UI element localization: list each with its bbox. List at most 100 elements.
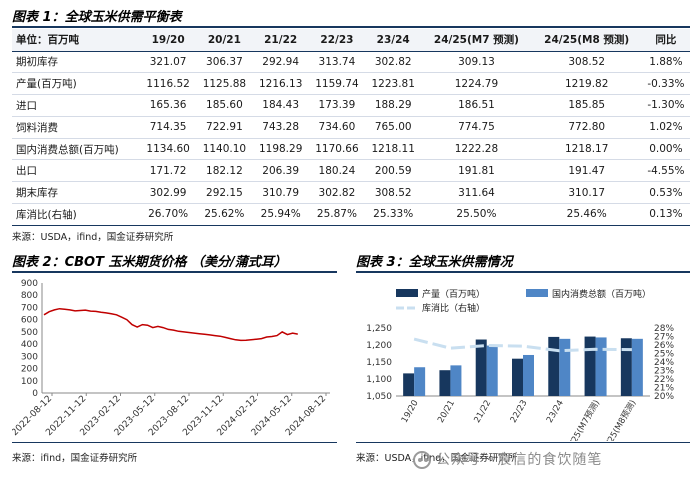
table-cell: 292.94 [252, 51, 309, 74]
table-cell: 1159.74 [308, 72, 366, 96]
table-cell: 772.80 [531, 116, 642, 139]
figure2-source: 来源：ifind，国金证券研究所 [12, 453, 138, 464]
legend-label-consumption: 国内消费总额（百万吨） [552, 288, 651, 300]
table-cell: 308.52 [365, 181, 422, 205]
table-header-cell: 19/20 [140, 29, 197, 52]
table-cell: 311.64 [421, 181, 532, 205]
bar-consumption [559, 338, 571, 396]
table-cell: 182.12 [196, 159, 253, 183]
table-cell: 191.81 [421, 159, 532, 183]
table-cell: -1.30% [641, 94, 690, 117]
y-tick-label: 0 [32, 389, 38, 399]
table-cell: 308.52 [531, 51, 642, 74]
table-cell: 743.28 [252, 116, 309, 139]
table-header-cell: 23/24 [365, 29, 422, 52]
y-tick-label: 1,250 [366, 324, 392, 334]
row-label: 进口 [12, 94, 140, 117]
y2-tick-label: 22% [654, 375, 674, 385]
table-header-cell: 20/21 [196, 29, 253, 52]
table1-title: 图表 1：全球玉米供需平衡表 [12, 10, 182, 25]
table-row: 饲料消费 714.35 722.91 743.28 734.60 765.00 774.75… [12, 116, 690, 139]
bar-consumption [631, 338, 643, 396]
table-cell: 1219.82 [531, 72, 642, 96]
y2-tick-label: 28% [654, 324, 674, 334]
table-cell: 25.50% [421, 203, 532, 226]
supply-demand-table: 单位：百万吨 19/20 20/21 21/22 22/23 23/24 24/25(M7 … [12, 29, 690, 226]
bar-production [403, 373, 415, 396]
price-line [43, 307, 298, 342]
table-cell: 1223.81 [365, 72, 422, 96]
table1-rule [12, 26, 690, 28]
table-cell: 171.72 [140, 159, 197, 183]
table-row: 库消比(右轴) 26.70% 25.62% 25.94% 25.87% 25.33% 25.… [12, 203, 690, 226]
figure2-bottom-rule [12, 442, 337, 443]
table-row: 出口 171.72 182.12 206.39 180.24 200.59 191.81 19… [12, 159, 690, 183]
table-cell: 188.29 [365, 94, 422, 117]
legend-swatch-consumption [526, 289, 548, 297]
bar-consumption [450, 365, 462, 396]
table-cell: 0.53% [641, 181, 690, 205]
y-tick-label: 1,100 [366, 375, 392, 385]
table-cell: 1218.17 [531, 138, 642, 161]
legend-swatch-production [396, 289, 418, 297]
y2-tick-label: 26% [654, 341, 674, 351]
wechat-icon [413, 451, 431, 469]
table-cell: 292.15 [196, 181, 253, 205]
table-cell: 25.87% [308, 203, 366, 226]
row-label: 库消比(右轴) [12, 203, 140, 226]
row-label: 出口 [12, 159, 140, 183]
table-cell: 165.36 [140, 94, 197, 117]
table-cell: 206.39 [252, 159, 309, 183]
bar-production [584, 336, 596, 396]
figure3-title: 图表 3：全球玉米供需情况 [356, 255, 513, 270]
row-label: 期初库存 [12, 51, 140, 74]
table-row: 期初库存 321.07 306.37 292.94 313.74 302.82 309.13… [12, 51, 690, 74]
cbot-price-chart: 01002003004005006007008009002022-08-1220… [12, 277, 337, 441]
y-tick-label: 100 [21, 377, 38, 387]
y-tick-label: 1,050 [366, 392, 392, 402]
table-cell: 1170.66 [308, 138, 366, 161]
figure3-source: 来源：USDA，ifind，国金证券研究所 [356, 453, 518, 464]
table-cell: 25.94% [252, 203, 309, 226]
y2-tick-label: 25% [654, 350, 674, 360]
y-tick-label: 800 [21, 291, 38, 301]
figure3-bottom-rule [356, 442, 690, 443]
y2-tick-label: 21% [654, 384, 674, 394]
table-cell: 25.62% [196, 203, 253, 226]
table-cell: 1.02% [641, 116, 690, 139]
table-cell: 714.35 [140, 116, 197, 139]
table-cell: 302.82 [365, 51, 422, 74]
table-cell: 313.74 [308, 51, 366, 74]
row-label: 饲料消费 [12, 116, 140, 139]
table-cell: 184.43 [252, 94, 309, 117]
y-tick-label: 1,200 [366, 341, 392, 351]
table-cell: 1.88% [641, 51, 690, 74]
table-cell: 722.91 [196, 116, 253, 139]
figure2-title: 图表 2：CBOT 玉米期货价格 （美分/蒲式耳） [12, 255, 287, 270]
watermark: 公众号 · 宸信的食饮随笔 [436, 452, 603, 468]
table-row: 期末库存 302.99 292.15 310.79 302.82 308.52 311.64… [12, 181, 690, 205]
table-cell: 185.60 [196, 94, 253, 117]
table-cell: 25.46% [531, 203, 642, 226]
table-cell: 1140.10 [196, 138, 253, 161]
y-tick-label: 900 [21, 279, 38, 289]
table-cell: 1216.13 [252, 72, 309, 96]
figure2-rule [12, 271, 337, 273]
row-label: 国内消费总额(百万吨) [12, 138, 140, 161]
table-cell: 173.39 [308, 94, 366, 117]
legend-label-ratio: 库消比（右轴） [422, 302, 485, 314]
bar-consumption [595, 337, 607, 396]
y2-tick-label: 20% [654, 392, 674, 402]
table-header-cell: 24/25(M7 预测) [421, 29, 532, 52]
table-cell: 25.33% [365, 203, 422, 226]
y-tick-label: 700 [21, 303, 38, 313]
table-row: 产量(百万吨) 1116.52 1125.88 1216.13 1159.74 1223.… [12, 72, 690, 96]
table-cell: 309.13 [421, 51, 532, 74]
y-tick-label: 300 [21, 352, 38, 362]
table-cell: 321.07 [140, 51, 197, 74]
table-cell: 310.17 [531, 181, 642, 205]
bar-production [512, 358, 523, 396]
ratio-line [413, 337, 632, 353]
table-cell: -4.55% [641, 159, 690, 183]
bar-consumption [414, 367, 426, 396]
